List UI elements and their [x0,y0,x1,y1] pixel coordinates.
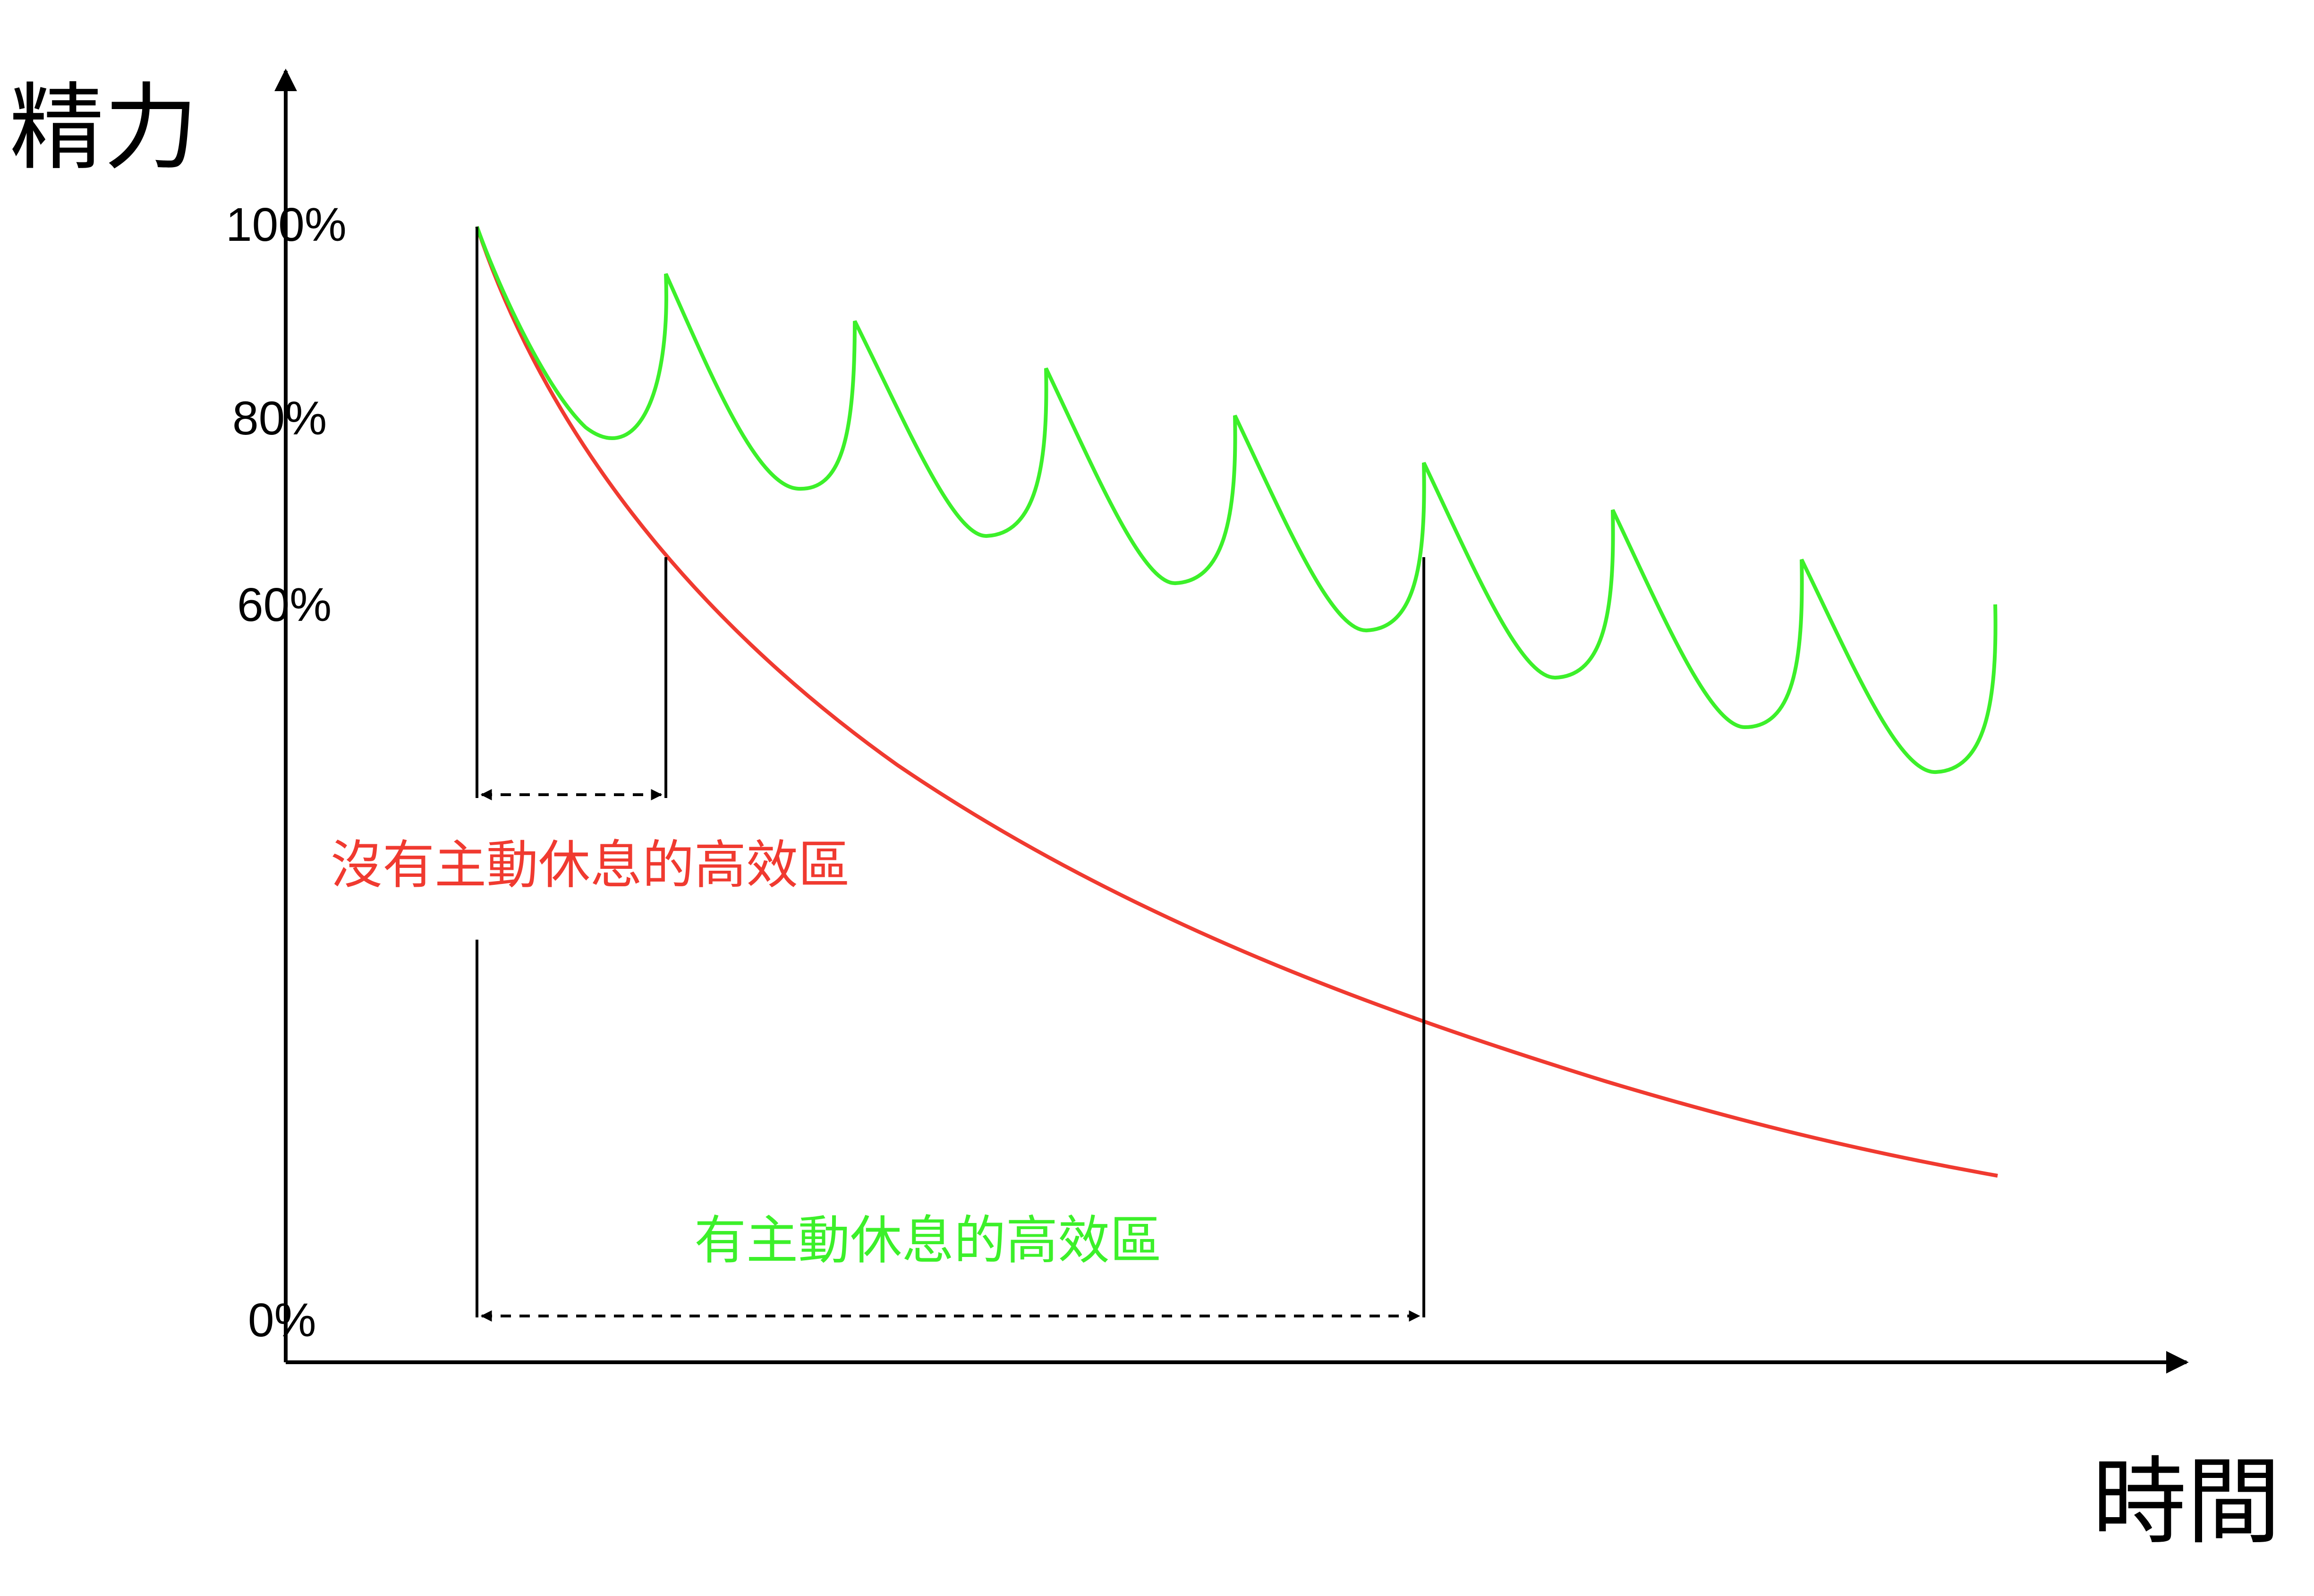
with-rest-zone-label: 有主動休息的高效區 [694,1210,1162,1271]
tick-label-60: 60% [237,578,332,631]
no-rest-energy-curve [475,226,1998,1178]
no-rest-zone-label: 沒有主動休息的高效區 [331,835,850,895]
tick-label-0: 0% [248,1294,316,1347]
with-rest-energy-curve [475,226,1998,774]
x-axis-label: 時間 [2092,1447,2281,1557]
tick-label-80: 80% [232,392,327,445]
tick-label-100: 100% [226,198,347,251]
y-axis-label: 精力 [9,73,198,183]
